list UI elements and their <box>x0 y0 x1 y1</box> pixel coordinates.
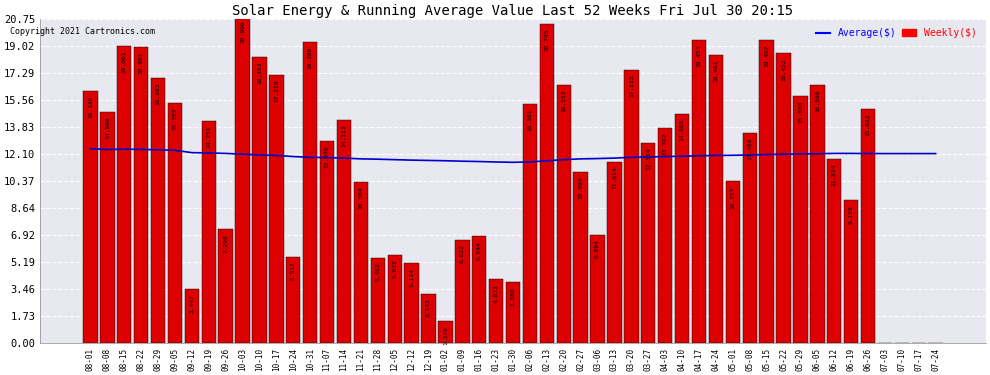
Bar <box>269 75 283 343</box>
Bar <box>810 85 825 343</box>
Bar <box>439 321 452 343</box>
Bar <box>387 255 402 343</box>
Bar <box>167 103 182 343</box>
Text: 11.614: 11.614 <box>612 166 617 189</box>
Text: 17.523: 17.523 <box>629 74 634 97</box>
Bar <box>353 182 368 343</box>
Text: 18.353: 18.353 <box>257 62 262 84</box>
Text: 15.383: 15.383 <box>172 108 177 130</box>
Bar <box>556 85 571 343</box>
Text: 12.978: 12.978 <box>325 145 330 168</box>
Text: 14.251: 14.251 <box>206 125 211 148</box>
Bar <box>370 258 385 343</box>
Bar <box>742 133 757 343</box>
Bar <box>540 24 554 343</box>
Text: Copyright 2021 Cartronics.com: Copyright 2021 Cartronics.com <box>10 27 154 36</box>
Bar <box>83 91 98 343</box>
Text: 15.022: 15.022 <box>865 113 870 136</box>
Bar <box>590 235 605 343</box>
Bar <box>337 120 351 343</box>
Bar <box>303 42 318 343</box>
Text: 15.838: 15.838 <box>798 100 803 123</box>
Text: 4.073: 4.073 <box>494 284 499 303</box>
Text: 17.218: 17.218 <box>274 79 279 102</box>
Text: 19.453: 19.453 <box>697 44 702 67</box>
Bar <box>150 78 165 343</box>
Text: 15.301: 15.301 <box>528 109 533 132</box>
Bar <box>658 128 672 343</box>
Text: 19.407: 19.407 <box>764 45 769 68</box>
Text: 5.114: 5.114 <box>409 268 414 286</box>
Bar <box>185 289 199 343</box>
Bar <box>675 114 689 343</box>
Text: 18.452: 18.452 <box>781 58 786 81</box>
Bar <box>405 263 419 343</box>
Text: 5.622: 5.622 <box>392 260 397 278</box>
Text: 11.814: 11.814 <box>832 164 837 186</box>
Bar <box>422 294 436 343</box>
Title: Solar Energy & Running Average Value Last 52 Weeks Fri Jul 30 20:15: Solar Energy & Running Average Value Las… <box>233 4 794 18</box>
Bar <box>642 143 655 343</box>
Bar <box>692 40 706 343</box>
Bar <box>320 141 335 343</box>
Text: 6.844: 6.844 <box>477 241 482 260</box>
Bar <box>236 16 249 343</box>
Text: 1.379: 1.379 <box>443 326 447 345</box>
Text: 5.517: 5.517 <box>291 261 296 280</box>
Text: 10.994: 10.994 <box>578 176 583 199</box>
Bar <box>776 54 791 343</box>
Text: 13.762: 13.762 <box>662 133 667 156</box>
Text: 20.996: 20.996 <box>241 21 246 44</box>
Text: 5.462: 5.462 <box>375 262 380 281</box>
Text: 7.298: 7.298 <box>223 234 228 253</box>
Text: 16.566: 16.566 <box>815 89 820 112</box>
Text: 3.143: 3.143 <box>426 298 431 317</box>
Bar <box>134 47 148 343</box>
Text: 18.461: 18.461 <box>714 60 719 82</box>
Bar <box>827 159 842 343</box>
Text: 10.304: 10.304 <box>358 187 363 209</box>
Text: 16.553: 16.553 <box>561 90 566 112</box>
Bar <box>286 257 301 343</box>
Text: 19.286: 19.286 <box>308 47 313 69</box>
Bar <box>843 200 858 343</box>
Text: 13.468: 13.468 <box>747 138 752 160</box>
Bar <box>573 171 588 343</box>
Bar <box>861 109 875 343</box>
Bar <box>709 55 723 343</box>
Text: 3.880: 3.880 <box>511 287 516 306</box>
Text: 14.313: 14.313 <box>342 124 346 147</box>
Text: 3.447: 3.447 <box>189 294 194 313</box>
Text: 16.983: 16.983 <box>155 83 160 105</box>
Bar <box>489 279 503 343</box>
Text: 6.622: 6.622 <box>459 244 465 263</box>
Bar <box>726 182 740 343</box>
Bar <box>117 46 132 343</box>
Bar <box>202 121 216 343</box>
Text: 18.981: 18.981 <box>139 52 144 74</box>
Bar <box>793 96 808 343</box>
Text: 6.994: 6.994 <box>595 239 600 258</box>
Bar <box>607 162 622 343</box>
Bar <box>506 282 520 343</box>
Text: 14.808: 14.808 <box>105 117 110 139</box>
Bar <box>252 57 266 343</box>
Text: 12.814: 12.814 <box>645 148 650 170</box>
Bar <box>455 240 469 343</box>
Bar <box>472 236 486 343</box>
Text: 20.745: 20.745 <box>544 29 549 51</box>
Text: 19.061: 19.061 <box>122 50 127 73</box>
Bar <box>219 229 233 343</box>
Legend: Average($), Weekly($): Average($), Weekly($) <box>812 24 981 42</box>
Text: 16.140: 16.140 <box>88 96 93 118</box>
Bar <box>523 104 538 343</box>
Text: 9.159: 9.159 <box>848 205 853 224</box>
Text: 10.357: 10.357 <box>731 186 736 209</box>
Bar <box>625 70 639 343</box>
Text: 14.665: 14.665 <box>679 119 685 141</box>
Bar <box>100 112 115 343</box>
Bar <box>759 40 774 343</box>
